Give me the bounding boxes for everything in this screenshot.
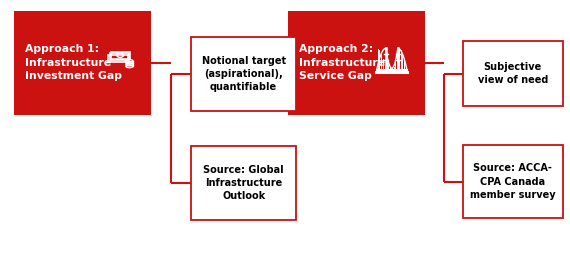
Bar bbox=[463, 145, 563, 218]
Bar bbox=[463, 41, 563, 106]
Text: Notional target
(aspirational),
quantifiable: Notional target (aspirational), quantifi… bbox=[202, 55, 286, 92]
Text: Subjective
view of need: Subjective view of need bbox=[478, 62, 548, 85]
Text: Approach 1:
Infrastructure
Investment Gap: Approach 1: Infrastructure Investment Ga… bbox=[25, 44, 122, 81]
Bar bbox=[111, 52, 130, 59]
Text: Source: Global
Infrastructure
Outlook: Source: Global Infrastructure Outlook bbox=[203, 165, 284, 201]
Bar bbox=[191, 37, 296, 111]
Text: Source: ACCA-
CPA Canada
member survey: Source: ACCA- CPA Canada member survey bbox=[470, 163, 556, 200]
Bar bbox=[14, 11, 151, 115]
Bar bbox=[108, 55, 128, 62]
Text: Approach 2:
Infrastructure
Service Gap: Approach 2: Infrastructure Service Gap bbox=[299, 44, 385, 81]
Bar bbox=[191, 146, 296, 220]
Bar bbox=[288, 11, 425, 115]
Bar bbox=[109, 53, 129, 60]
